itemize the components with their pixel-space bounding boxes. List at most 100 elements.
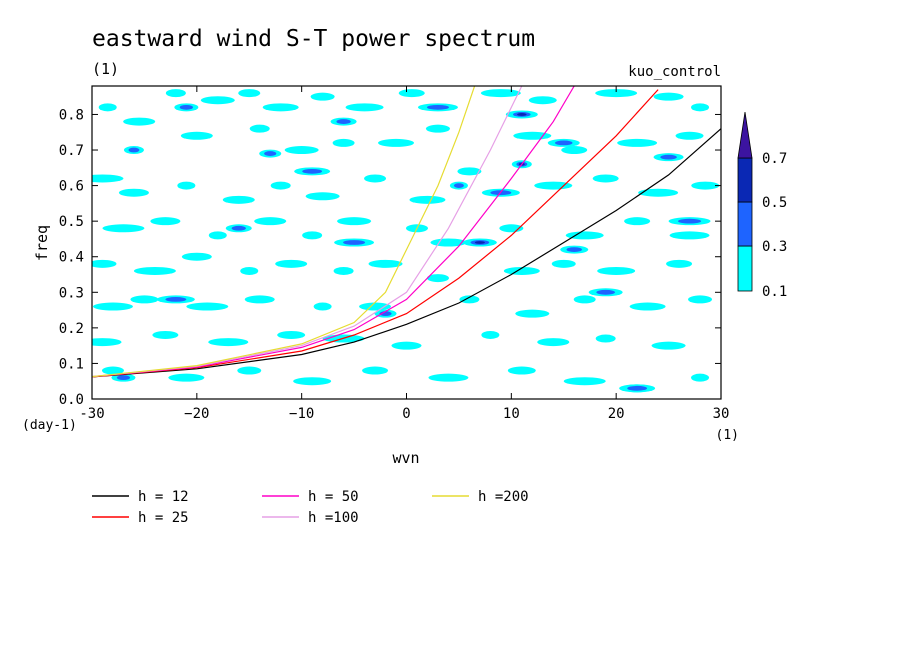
power-blob (244, 295, 275, 304)
power-blob (359, 302, 392, 311)
power-blob (186, 302, 229, 311)
power-blob-core (426, 104, 449, 110)
dispersion-curve (92, 86, 476, 378)
legend: h = 12 h = 25 h = 50 h =100 h =200 (92, 489, 529, 526)
power-blob (302, 231, 323, 240)
colorbar-label: 0.3 (762, 239, 787, 255)
power-blob (208, 231, 227, 240)
y-tick-label: 0.0 (59, 392, 84, 408)
power-blob (362, 366, 389, 375)
power-blob (528, 96, 557, 105)
power-blob (666, 259, 693, 268)
power-blob (688, 295, 713, 304)
power-blob-core (116, 375, 131, 381)
power-blob (428, 373, 469, 382)
power-blob-core (453, 183, 464, 188)
power-blob (177, 181, 196, 190)
x-tick-label: 10 (503, 406, 520, 422)
legend-label: h =100 (308, 510, 359, 526)
power-blob (222, 195, 255, 204)
power-blob (98, 103, 117, 112)
power-blob (597, 266, 636, 275)
power-blob (275, 259, 308, 268)
power-blob-core (302, 168, 323, 174)
power-blob (515, 309, 550, 318)
colorbar-label: 0.7 (762, 151, 787, 167)
power-blob (691, 103, 710, 112)
x-tick-label: -30 (79, 406, 104, 422)
power-blob (92, 338, 122, 347)
colorbar-swatch (737, 245, 753, 292)
power-blob (561, 146, 588, 155)
colorbar-extend-arrow (737, 111, 753, 159)
power-blob (101, 366, 124, 375)
power-blob (332, 138, 355, 147)
power-blob (130, 295, 159, 304)
colorbar-swatch (737, 157, 753, 203)
power-blob-core (343, 240, 366, 245)
legend-label: h = 50 (308, 489, 359, 505)
power-blob-core (231, 225, 246, 231)
power-blob (537, 338, 570, 347)
power-blob (398, 89, 425, 98)
dispersion-curve (92, 89, 659, 378)
x-tick-label: −20 (184, 406, 209, 422)
dispersion-curve (92, 86, 575, 378)
power-blob-core (627, 385, 648, 391)
x-tick-label: 20 (608, 406, 625, 422)
power-blob (249, 124, 270, 133)
power-blob (691, 181, 720, 190)
power-blob (238, 89, 261, 98)
power-blob-core (566, 247, 582, 253)
power-blob (480, 89, 521, 98)
x-tick-label: 30 (713, 406, 730, 422)
power-blob (651, 341, 686, 350)
power-blob (368, 259, 403, 268)
power-blob (595, 334, 616, 343)
y-tick-label: 0.8 (59, 107, 84, 123)
power-blob (409, 195, 446, 204)
run-label: kuo_control (628, 64, 721, 80)
x-axis-label: wvn (392, 449, 419, 467)
power-contours (92, 89, 720, 393)
power-blob (534, 181, 573, 190)
dispersion-curves (92, 86, 721, 378)
power-blob (337, 217, 372, 226)
y-tick-label: 0.4 (59, 250, 84, 266)
power-blob-core (264, 151, 277, 156)
power-blob (595, 89, 638, 98)
power-blob (624, 217, 651, 226)
power-blob (92, 302, 133, 311)
power-blob (481, 330, 500, 339)
colorbar-label: 0.1 (762, 284, 787, 300)
power-blob-peak (474, 241, 485, 244)
y-axis-label: freq (33, 225, 51, 261)
power-blob (277, 330, 306, 339)
power-blob-core (678, 218, 702, 224)
power-blob (200, 96, 235, 105)
legend-label: h =200 (478, 489, 529, 505)
power-blob (565, 231, 604, 240)
power-blob (262, 103, 299, 112)
power-blob (364, 174, 387, 183)
x-tick-label: −10 (289, 406, 314, 422)
colorbar-label: 0.5 (762, 195, 787, 211)
power-blob-core (128, 147, 140, 153)
x-axis: -30 −20 −10 0 10 20 30 (79, 86, 729, 422)
y-tick-label: 0.1 (59, 356, 84, 372)
power-blob (270, 181, 291, 190)
power-blob (208, 338, 249, 347)
power-blob (507, 366, 536, 375)
power-blob (378, 138, 415, 147)
power-blob (102, 224, 145, 233)
power-blob (237, 366, 262, 375)
power-blob (313, 302, 332, 311)
power-blob (180, 131, 213, 140)
y-units-label: (day-1) (22, 418, 77, 433)
y-tick-label: 0.7 (59, 143, 84, 159)
power-blob (638, 188, 679, 197)
power-blob (653, 92, 684, 101)
power-blob-core (179, 104, 193, 110)
power-blob (391, 341, 422, 350)
